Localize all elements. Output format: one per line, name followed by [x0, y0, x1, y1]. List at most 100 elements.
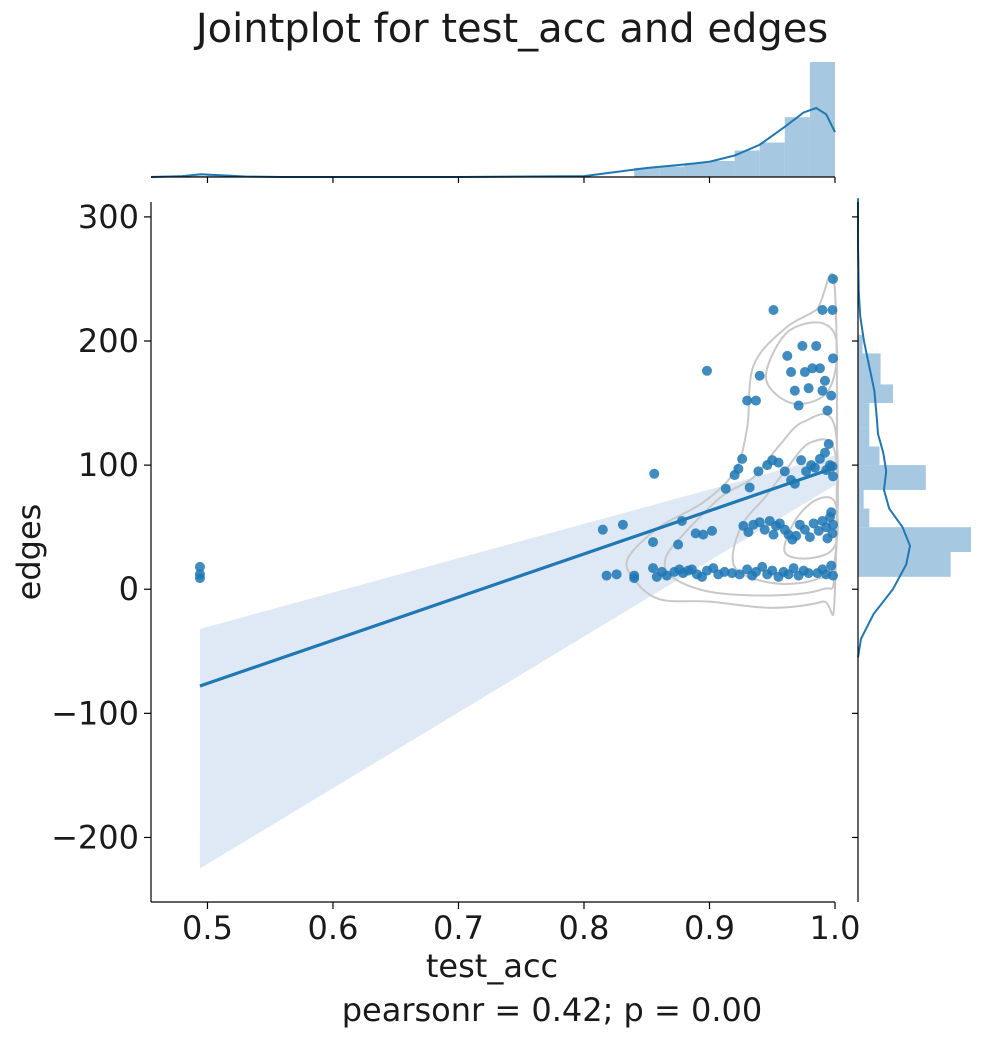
- top-histogram-bar: [734, 150, 760, 177]
- scatter-point: [767, 565, 778, 576]
- right-histogram-bar: [858, 508, 870, 528]
- scatter-point: [813, 525, 824, 536]
- scatter-point: [617, 519, 628, 530]
- right-histogram-bar: [858, 465, 926, 490]
- kde-contour-line: [663, 413, 839, 597]
- scatter-point: [759, 524, 770, 535]
- regression-line: [199, 466, 836, 688]
- y-tick-label: 100: [78, 446, 139, 484]
- top-marginal-panel: [150, 62, 836, 183]
- scatter-point: [808, 518, 819, 529]
- x-tick-label: 0.6: [308, 909, 359, 947]
- scatter-point: [804, 532, 815, 543]
- x-axis-label: test_acc: [426, 947, 558, 985]
- main-plot-panel: [194, 272, 839, 869]
- scatter-point: [701, 365, 712, 376]
- scatter-point: [648, 563, 659, 574]
- stats-annotation: pearsonr = 0.42; p = 0.00: [342, 991, 763, 1029]
- scatter-point: [742, 395, 753, 406]
- scatter-point: [788, 563, 799, 574]
- scatter-point: [733, 463, 744, 474]
- scatter-point: [828, 570, 838, 581]
- confidence-band-area: [199, 455, 836, 869]
- scatter-point: [737, 453, 748, 464]
- scatter-point: [828, 519, 838, 530]
- top-histogram-bar: [684, 163, 710, 177]
- scatter-point: [648, 537, 659, 548]
- scatter-point: [768, 304, 779, 315]
- right-histogram-bar: [858, 552, 951, 577]
- scatter-point: [649, 468, 660, 479]
- scatter-point: [782, 350, 793, 361]
- scatter-point: [799, 524, 810, 535]
- scatter-point: [819, 375, 830, 386]
- scatter-point: [828, 353, 838, 364]
- scatter-points: [194, 273, 838, 584]
- right-histogram-bar: [858, 427, 870, 447]
- kde-contour-line: [625, 272, 838, 617]
- scatter-point: [814, 363, 825, 374]
- scatter-point: [793, 400, 804, 411]
- scatter-point: [673, 539, 684, 550]
- scatter-point: [796, 455, 807, 466]
- scatter-point: [727, 568, 738, 579]
- scatter-point: [768, 529, 779, 540]
- right-histogram-bar: [858, 527, 971, 552]
- scatter-point: [797, 340, 808, 351]
- scatter-point: [817, 304, 828, 315]
- scatter-point: [750, 395, 761, 406]
- x-tick-label: 0.8: [559, 909, 610, 947]
- scatter-point: [690, 528, 701, 539]
- scatter-point: [661, 570, 672, 581]
- x-axis-ticks: 0.5 0.6 0.7 0.8 0.9 1.0: [182, 902, 860, 947]
- y-axis-label: edges: [10, 504, 48, 601]
- y-tick-label: 0: [119, 570, 139, 608]
- scatter-point: [194, 573, 205, 584]
- scatter-point: [828, 471, 838, 482]
- x-tick-label: 0.5: [182, 909, 233, 947]
- scatter-point: [807, 363, 818, 374]
- kde-contours: [625, 272, 839, 617]
- scatter-point: [743, 527, 754, 538]
- scatter-point: [757, 561, 768, 572]
- scatter-point: [789, 385, 800, 396]
- scatter-point: [707, 525, 718, 536]
- scatter-point: [799, 367, 810, 378]
- kde-contour-line: [764, 321, 838, 406]
- y-tick-label: 200: [78, 322, 139, 360]
- right-histogram-bar: [858, 446, 880, 466]
- scatter-point: [826, 560, 837, 571]
- scatter-point: [698, 529, 709, 540]
- scatter-point: [734, 569, 745, 580]
- scatter-point: [744, 482, 755, 493]
- scatter-point: [597, 524, 608, 535]
- right-histogram-bar: [858, 334, 863, 354]
- top-kde-line: [150, 106, 836, 178]
- scatter-point: [822, 533, 833, 544]
- top-histogram-bar: [809, 62, 835, 177]
- chart-title: Jointplot for test_acc and edges: [193, 6, 828, 52]
- scatter-point: [823, 439, 834, 450]
- top-histogram-bar: [759, 142, 785, 177]
- scatter-point: [826, 507, 837, 518]
- scatter-point: [720, 483, 731, 494]
- right-histogram-bar: [858, 403, 870, 428]
- y-axis-ticks: 300 200 100 0 −100 −200: [51, 198, 151, 856]
- scatter-point: [754, 517, 765, 528]
- right-marginal-panel: [852, 198, 971, 902]
- scatter-point: [803, 568, 814, 579]
- y-tick-label: −200: [51, 818, 139, 856]
- y-tick-label: −100: [51, 694, 139, 732]
- top-histogram-bar: [784, 117, 810, 177]
- confidence-band: [199, 455, 836, 869]
- right-histogram-bar: [858, 489, 864, 509]
- top-histogram-bar: [634, 167, 660, 177]
- scatter-point: [791, 530, 802, 541]
- regression-line-path: [199, 466, 836, 688]
- scatter-point: [817, 385, 828, 396]
- scatter-point: [827, 304, 838, 315]
- scatter-point: [828, 273, 838, 284]
- scatter-point: [811, 340, 822, 351]
- y-tick-label: 300: [78, 198, 139, 236]
